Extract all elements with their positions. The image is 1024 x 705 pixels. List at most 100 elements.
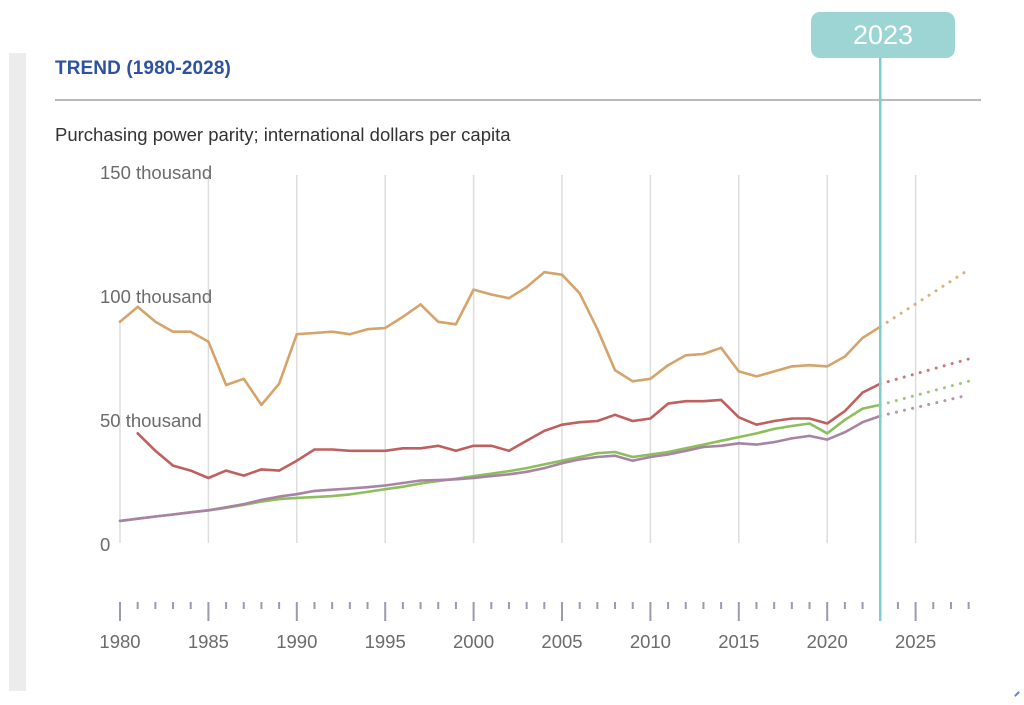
x-tick-label: 1980: [99, 631, 140, 652]
series-purple-point: [578, 458, 581, 461]
series-green-point: [401, 485, 405, 488]
series-gold-point: [313, 331, 316, 335]
series-purple-projection: [878, 393, 971, 418]
current-year-badge[interactable]: 2023: [811, 12, 955, 58]
series-gold-point: [543, 271, 546, 274]
series-red-point: [490, 444, 493, 447]
x-tick-label: 1985: [188, 631, 229, 652]
series-purple-point: [649, 455, 652, 459]
series-purple-point: [437, 478, 440, 482]
x-tick-label: 2020: [807, 631, 848, 652]
x-tick-label: 2010: [630, 631, 671, 652]
x-tick-label: 2015: [718, 631, 759, 652]
y-tick-label: 50 thousand: [100, 410, 202, 431]
series-purple-point: [790, 437, 794, 440]
series-purple-point: [136, 517, 139, 520]
series-green-point: [295, 496, 298, 500]
series-red-point: [136, 432, 139, 435]
series-gold-point: [631, 380, 634, 383]
series-red-point: [401, 447, 405, 450]
series-green-point: [684, 447, 687, 450]
series-gold-point: [861, 336, 864, 340]
chart-title: TREND (1980-2028): [55, 58, 231, 79]
series-gold-point: [189, 330, 192, 333]
series-red-point: [224, 469, 228, 472]
series-red-point: [666, 402, 670, 405]
series-red-point: [207, 476, 210, 480]
series-purple-point: [401, 481, 405, 485]
title-divider: [55, 99, 981, 101]
series-green-point: [861, 407, 864, 410]
series-purple-line: [118, 414, 882, 523]
series-green-point: [384, 488, 387, 491]
series-gold-point: [472, 288, 475, 291]
series-red-point: [419, 447, 422, 450]
series-red-point: [861, 391, 864, 394]
series-gold-point: [136, 305, 139, 309]
series-red-point: [277, 469, 281, 472]
series-green-point: [702, 443, 705, 446]
series-purple-point: [631, 459, 634, 462]
series-gold-projection: [878, 268, 971, 329]
series-gold-point: [490, 293, 493, 296]
series-green-point: [826, 432, 829, 435]
series-purple-point: [224, 506, 228, 509]
series-green-point: [348, 493, 352, 496]
series-purple-point: [543, 466, 546, 470]
series-green-point: [755, 432, 758, 435]
series-green-point: [772, 427, 776, 431]
series-green-point: [790, 424, 794, 428]
series-gold-point: [171, 330, 175, 333]
series-gold-point: [295, 333, 298, 336]
series-red-point: [384, 449, 387, 452]
series-purple-point: [118, 519, 122, 523]
series-green-point: [277, 497, 281, 501]
series-green-point: [507, 469, 511, 473]
x-tick-label: 1995: [365, 631, 406, 652]
y-tick-label: 100 thousand: [100, 286, 212, 307]
series-red-point: [790, 417, 794, 420]
series-purple-point: [719, 444, 723, 447]
series-gold-point: [224, 383, 228, 387]
series-purple-point: [737, 442, 740, 445]
series-red-point: [560, 423, 564, 426]
series-gold-point: [578, 292, 581, 295]
series-gold-point: [843, 355, 847, 358]
series-red-point: [171, 464, 175, 467]
series-gold-point: [702, 352, 705, 356]
series-purple-point: [313, 489, 316, 493]
series-red-point: [613, 413, 617, 416]
x-tick-label: 2005: [541, 631, 582, 652]
series-gold-point: [330, 330, 334, 333]
series-green-point: [330, 494, 334, 498]
series-green-point: [313, 495, 316, 499]
x-tick-label: 2000: [453, 631, 494, 652]
series-gold-point: [525, 285, 528, 289]
series-red-point: [154, 449, 157, 452]
series-purple-point: [384, 484, 387, 487]
series-purple-point: [472, 476, 475, 480]
series-red-point: [843, 409, 847, 413]
series-gold-point: [755, 375, 758, 378]
series-gold-point: [242, 377, 245, 381]
series-green-point: [596, 452, 599, 455]
series-gold-point: [401, 315, 405, 319]
series-purple-point: [808, 434, 811, 438]
series-red-projection: [878, 357, 971, 386]
series-green-point: [366, 490, 369, 494]
series-gold-point: [366, 328, 369, 331]
series-layer: [118, 268, 971, 523]
series-purple-point: [490, 474, 493, 478]
series-green-point: [631, 455, 634, 459]
series-green-point: [613, 450, 617, 454]
grid-layer: [119, 175, 917, 543]
series-gold-point: [790, 365, 794, 368]
series-gold-point: [808, 364, 811, 367]
series-red-point: [755, 423, 758, 426]
series-purple-point: [666, 453, 670, 456]
series-green-point: [737, 435, 740, 439]
series-green-point: [490, 472, 493, 475]
series-purple-point: [154, 515, 157, 518]
series-gold-point: [507, 297, 511, 300]
